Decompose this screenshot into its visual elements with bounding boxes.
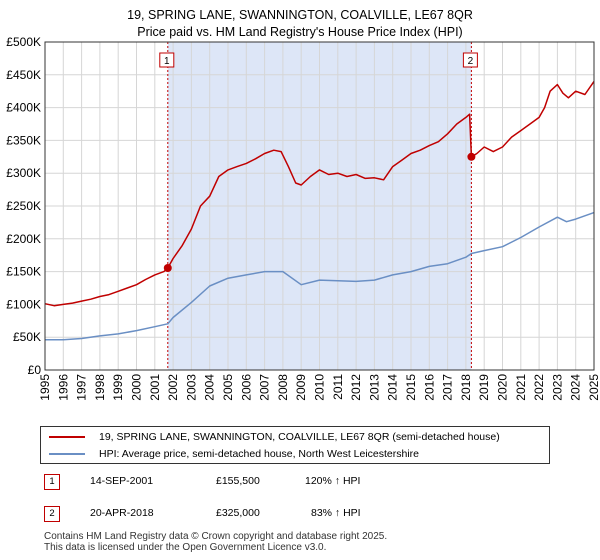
y-tick-label: £300K [6, 166, 41, 180]
property-price-line [44, 80, 595, 307]
transaction-hpi: 83% ↑ HPI [311, 507, 361, 519]
x-tick-label: 2003 [184, 374, 198, 401]
y-tick-label: £450K [6, 68, 41, 82]
y-tick-label: £400K [6, 101, 41, 115]
transaction-number-badge: 2 [44, 506, 60, 522]
x-tick-label: 2021 [514, 374, 528, 401]
x-tick-label: 2025 [587, 374, 600, 401]
transaction-hpi: 120% ↑ HPI [305, 475, 361, 487]
legend-swatch-hpi [49, 453, 85, 455]
x-tick-label: 2022 [532, 374, 546, 401]
x-tick-label: 2018 [459, 374, 473, 401]
transaction-price: £325,000 [216, 507, 260, 519]
legend-label-hpi: HPI: Average price, semi-detached house,… [99, 448, 420, 460]
legend-label-property: 19, SPRING LANE, SWANNINGTON, COALVILLE,… [99, 431, 500, 443]
x-tick-label: 2009 [294, 374, 308, 401]
x-tick-label: 1995 [38, 374, 52, 401]
sale-point [163, 263, 172, 272]
y-tick-label: £250K [6, 199, 41, 213]
x-tick-label: 2013 [367, 374, 381, 401]
plot-frame [44, 41, 595, 371]
x-tick-label: 2012 [349, 374, 363, 401]
chart-title-line1: 19, SPRING LANE, SWANNINGTON, COALVILLE,… [127, 8, 473, 22]
y-tick-label: £200K [6, 232, 41, 246]
x-tick-label: 2005 [221, 374, 235, 401]
hpi-line [45, 211, 595, 341]
x-tick-label: 2006 [239, 374, 253, 401]
x-tick-label: 1996 [56, 374, 70, 401]
chart-title-line2: Price paid vs. HM Land Registry's House … [137, 25, 463, 39]
transaction-number-badge: 1 [44, 474, 60, 490]
chart: £0 £50K £100K £150K £200K £250K £300K £350K £400… [6, 35, 600, 401]
transaction-date: 14-SEP-2001 [90, 475, 154, 487]
sale-label: 1 [159, 52, 175, 68]
y-tick-label: £350K [6, 133, 41, 147]
footer-licence: This data is licensed under the Open Gov… [44, 542, 327, 553]
y-tick-label: £0 [28, 363, 42, 377]
y-tick-label: £50K [13, 330, 41, 344]
y-tick-label: £150K [6, 265, 41, 279]
legend-item-property: 19, SPRING LANE, SWANNINGTON, COALVILLE,… [49, 429, 500, 445]
y-tick-label: £500K [6, 35, 41, 49]
sale-label: 2 [462, 52, 478, 68]
x-tick-label: 1997 [75, 374, 89, 401]
sale-label-box [159, 52, 175, 68]
transaction-price: £155,500 [216, 475, 260, 487]
x-tick-label: 2014 [386, 374, 400, 401]
x-tick-label: 2016 [422, 374, 436, 401]
x-tick-label: 2007 [258, 374, 272, 401]
y-tick-label: £100K [6, 297, 41, 311]
legend: 19, SPRING LANE, SWANNINGTON, COALVILLE,… [40, 426, 550, 464]
x-tick-label: 2004 [203, 374, 217, 401]
x-tick-label: 1999 [111, 374, 125, 401]
x-tick-label: 2024 [569, 374, 583, 401]
transaction-date: 20-APR-2018 [90, 507, 154, 519]
sale-label-text: 2 [468, 56, 474, 67]
x-tick-label: 1998 [93, 374, 107, 401]
x-tick-label: 2015 [404, 374, 418, 401]
sale-label-box [462, 52, 478, 68]
x-tick-label: 2019 [477, 374, 491, 401]
x-tick-label: 2000 [130, 374, 144, 401]
x-tick-label: 2017 [441, 374, 455, 401]
legend-item-hpi: HPI: Average price, semi-detached house,… [49, 446, 419, 462]
sale-label-text: 1 [164, 56, 170, 67]
x-tick-label: 2001 [148, 374, 162, 401]
x-tick-label: 2008 [276, 374, 290, 401]
legend-swatch-property [49, 436, 85, 438]
x-tick-label: 2023 [550, 374, 564, 401]
x-tick-label: 2020 [496, 374, 510, 401]
footer: Contains HM Land Registry data © Crown c… [44, 531, 387, 553]
x-tick-label: 2011 [331, 374, 345, 400]
x-tick-label: 2010 [313, 374, 327, 401]
footer-copyright: Contains HM Land Registry data © Crown c… [44, 531, 388, 542]
sale-point [467, 152, 476, 161]
x-tick-label: 2002 [166, 374, 180, 401]
